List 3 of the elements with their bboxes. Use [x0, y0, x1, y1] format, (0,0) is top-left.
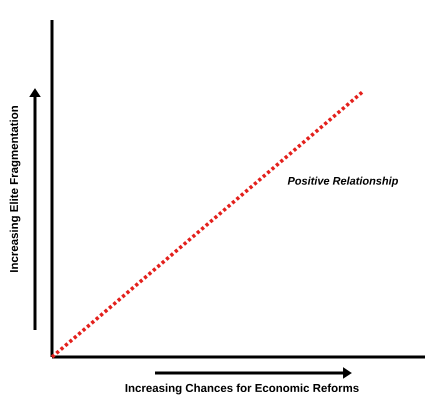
y-axis-title: Increasing Elite Fragmentation	[10, 106, 20, 272]
annotation: Positive Relationship	[288, 176, 398, 187]
x-axis-title: Increasing Chances for Economic Reforms	[126, 384, 359, 394]
